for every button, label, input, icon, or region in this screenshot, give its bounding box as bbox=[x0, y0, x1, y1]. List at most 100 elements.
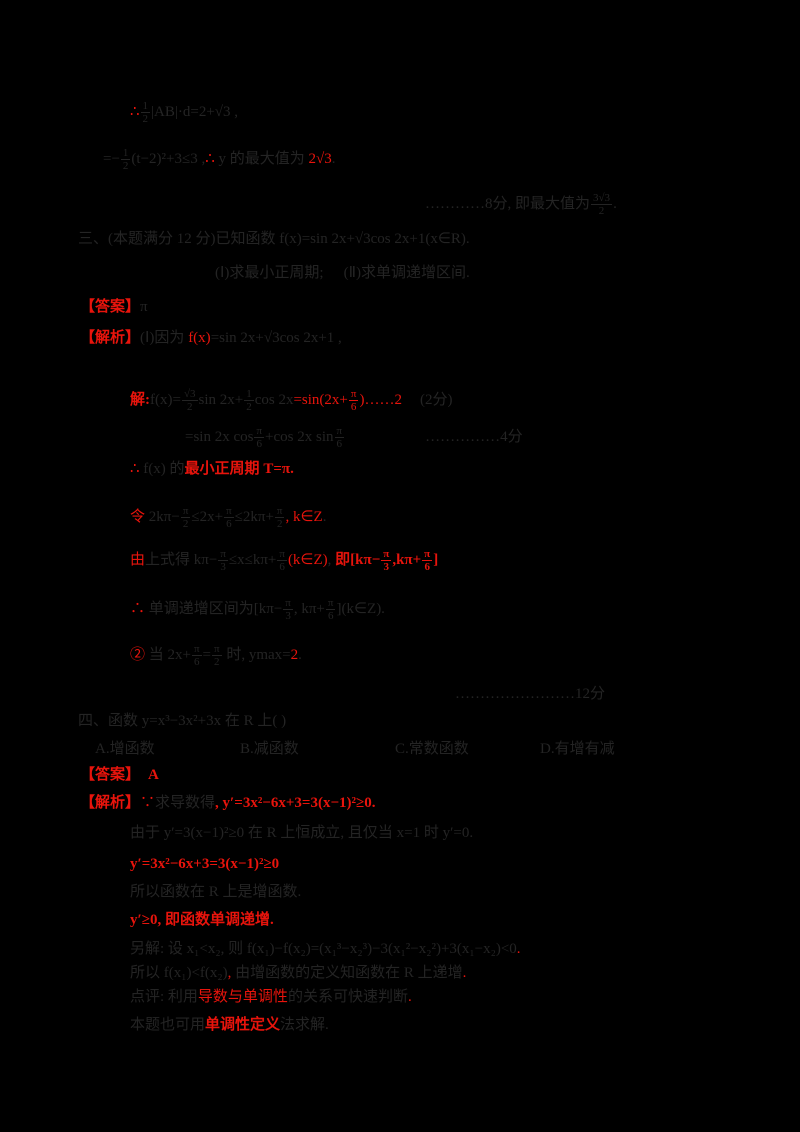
text-line: …………8分, 即最大值为 3√3 2. bbox=[425, 192, 617, 217]
text-line: 【答案】 A bbox=[80, 764, 159, 786]
text-segment: 【答案】 bbox=[80, 767, 141, 783]
text-segment: =− bbox=[103, 151, 120, 168]
text-segment: π bbox=[140, 299, 148, 315]
text-segment: 由于 y′=3(x−1)²≥0 在 R 上恒成立, 且仅当 x=1 时 y′=0… bbox=[130, 825, 474, 841]
text-segment: (Ⅰ)因为 bbox=[140, 330, 189, 346]
text-segment: 2√3 bbox=[308, 151, 332, 168]
text-segment: B.减函数 bbox=[240, 741, 299, 757]
text-segment: = bbox=[202, 647, 212, 664]
text-line: 【解析】(Ⅰ)因为 f(x)=sin 2x+√3cos 2x+1 , bbox=[80, 327, 342, 349]
text-segment: . bbox=[322, 509, 327, 526]
text-segment: C.常数函数 bbox=[395, 741, 469, 757]
text-line: 所以 f(x₁)<f(x₂), 由增函数的定义知函数在 R 上递增. bbox=[130, 962, 466, 984]
text-segment: (k∈Z) bbox=[287, 552, 328, 569]
text-segment: (t−2)²+3≤3 , bbox=[131, 151, 206, 168]
text-segment: sin 2x+ bbox=[198, 392, 244, 409]
text-segment: y′=3x²−6x+3=3(x−1)²≥0 bbox=[130, 856, 280, 872]
text-segment: 三、(本题满分 12 分)已知函数 f(x)=sin 2x+√3cos 2x+1… bbox=[78, 231, 470, 247]
text-segment: A.增函数 bbox=[95, 741, 155, 757]
text-line: 另解: 设 x₁<x₂, 则 f(x₁)−f(x₂)=(x₁³−x₂³)−3(x… bbox=[130, 938, 521, 960]
text-line: y′≥0, 即函数单调递增. bbox=[130, 909, 274, 931]
fraction: 3√3 2 bbox=[591, 192, 613, 218]
text-segment: . bbox=[407, 989, 412, 1005]
text-segment: 2 bbox=[290, 647, 299, 664]
text-line: A.增函数 B.减函数 C.常数函数 D.有增有减 bbox=[95, 738, 615, 760]
fraction: √3 2 bbox=[181, 388, 198, 414]
text-line: 由上式得 kπ− π 3 ≤x≤kπ+ π 6 (k∈Z), 即[kπ− π 3 ,kπ+ π 6] bbox=[130, 548, 438, 573]
text-segment: 本题也可用 bbox=[130, 1017, 206, 1033]
text-segment: 【答案】 bbox=[80, 299, 141, 315]
text-segment: 单调性定义 bbox=[205, 1017, 281, 1033]
text-line: 所以函数在 R 上是增函数. bbox=[130, 881, 301, 903]
text-segment: ∴ bbox=[130, 104, 140, 121]
text-segment: ∵ bbox=[140, 795, 156, 811]
text-segment: . bbox=[331, 151, 336, 168]
text-segment: T=π. bbox=[259, 461, 294, 477]
text-line: =sin 2x cos π 6 +cos 2x sin π 6 ……………4分 bbox=[185, 425, 523, 450]
text-segment: 求导数得 bbox=[155, 795, 216, 811]
text-segment: 四、函数 y=x³−3x²+3x 在 R 上( ) bbox=[78, 713, 287, 729]
text-segment: ](k∈Z). bbox=[336, 601, 385, 618]
text-line: 本题也可用单调性定义法求解. bbox=[130, 1014, 329, 1036]
text-segment: . bbox=[298, 647, 302, 664]
text-segment: (2分) bbox=[419, 392, 453, 409]
text-line: ② 当 2x+ π 6 = π 2 时, ymax=2. bbox=[130, 643, 302, 668]
text-segment: (Ⅰ)求最小正周期; bbox=[215, 265, 324, 281]
text-segment: ] bbox=[433, 552, 439, 569]
text-segment: 所以 f(x₁)<f(x₂) bbox=[130, 965, 228, 981]
text-line: =− 1 2 (t−2)²+3≤3 ,∴ y 的最大值为 2√3. bbox=[103, 147, 336, 172]
text-segment: 另解: 设 x₁<x₂, 则 f(x₁)−f(x₂)=(x₁³−x₂³)−3(x… bbox=[130, 941, 517, 957]
text-segment: =3(x−1)²≥0. bbox=[301, 795, 376, 811]
text-segment: (Ⅱ)求单调递增区间. bbox=[343, 265, 470, 281]
text-segment: y 的最大值为 bbox=[214, 151, 309, 168]
text-segment: . bbox=[462, 965, 467, 981]
text-segment: 2kπ− bbox=[145, 509, 180, 526]
text-segment: 上式得 kπ− bbox=[145, 552, 218, 569]
text-segment: . bbox=[613, 196, 617, 213]
text-line: 点评: 利用导数与单调性的关系可快速判断. bbox=[130, 986, 412, 1008]
text-line: ∴ 1 2 |AB|·d=2+√3 , bbox=[130, 100, 238, 125]
text-segment: ② bbox=[130, 647, 146, 664]
text-segment: ……………4分 bbox=[425, 429, 523, 446]
text-segment: 即[kπ− bbox=[335, 552, 381, 569]
text-line: 【答案】π bbox=[80, 296, 148, 318]
text-segment: ≤x≤kπ+ bbox=[228, 552, 277, 569]
text-segment: cos 2x bbox=[254, 392, 294, 409]
text-segment: )……2 bbox=[359, 392, 402, 409]
text-segment: 由 bbox=[130, 552, 146, 569]
text-line: y′=3x²−6x+3=3(x−1)²≥0 bbox=[130, 853, 279, 875]
text-segment: =sin 2x cos bbox=[185, 429, 254, 446]
text-line: ……………………12分 bbox=[455, 683, 605, 705]
text-line: 由于 y′=3(x−1)²≥0 在 R 上恒成立, 且仅当 x=1 时 y′=0… bbox=[130, 822, 473, 844]
text-segment: 单调递增区间为[kπ− bbox=[145, 601, 283, 618]
text-segment: 最小正周期 bbox=[184, 461, 260, 477]
text-segment: f(x) 的 bbox=[139, 461, 185, 477]
text-segment: ∴ bbox=[130, 601, 146, 618]
text-segment: =sin 2x+√3cos 2x+1 , bbox=[210, 330, 342, 346]
text-line: 四、函数 y=x³−3x²+3x 在 R 上( ) bbox=[78, 710, 286, 732]
text-segment: 【解析】 bbox=[80, 330, 141, 346]
text-segment: f(x)= bbox=[150, 392, 181, 409]
text-segment: 导数与单调性 bbox=[197, 989, 288, 1005]
text-segment: ≤2kπ+ bbox=[234, 509, 274, 526]
text-segment: ≤2x+ bbox=[191, 509, 224, 526]
text-line: ∴ f(x) 的最小正周期 T=π. bbox=[130, 458, 294, 480]
text-segment: 由增函数的定义知函数在 R 上递增 bbox=[231, 965, 463, 981]
text-line: 解:f(x)= √3 2 sin 2x+ 1 2 cos 2x=sin(2x+ π 6)……2 (… bbox=[130, 388, 452, 413]
text-segment: ,kπ+ bbox=[392, 552, 422, 569]
text-segment: 的关系可快速判断 bbox=[287, 989, 408, 1005]
text-segment: …………8分, 即最大值为 bbox=[425, 196, 591, 213]
